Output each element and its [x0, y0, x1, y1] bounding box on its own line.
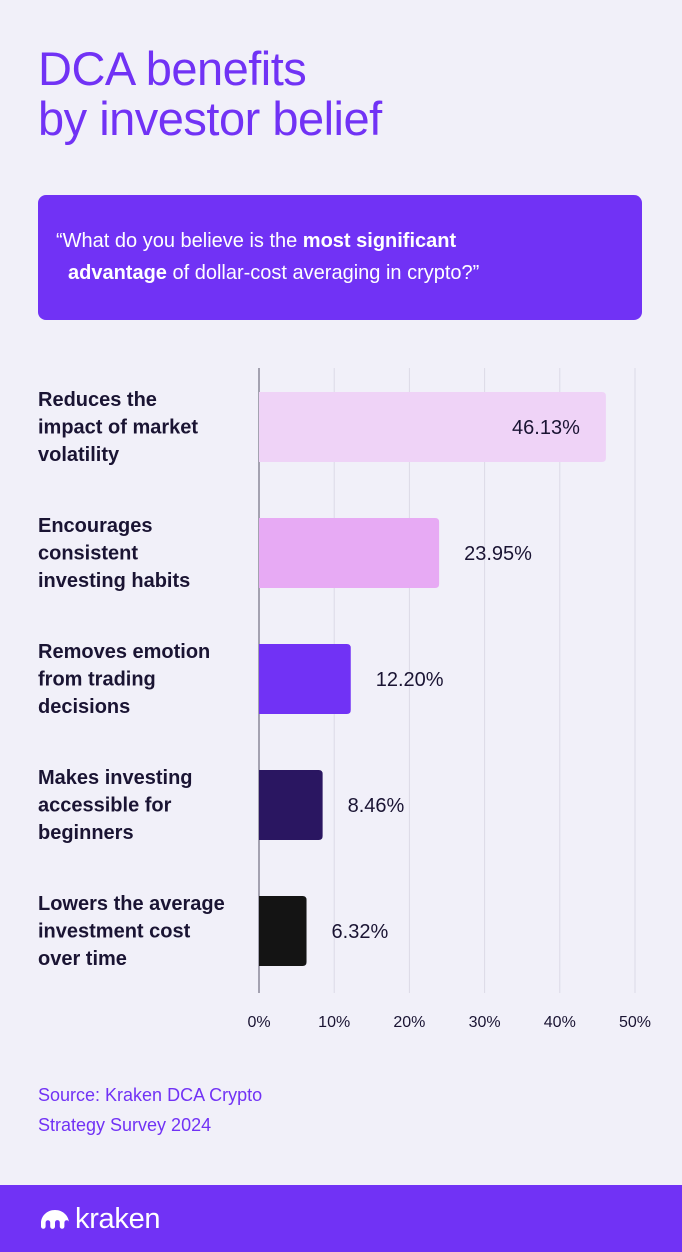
question-rest: of dollar-cost averaging in crypto?” — [166, 262, 480, 284]
category-label: Reduces the impact of market volatility — [38, 389, 198, 466]
kraken-logo-icon — [41, 1210, 69, 1229]
source-line-1: Source: Kraken DCA Crypto — [38, 1085, 263, 1105]
bar — [259, 518, 440, 588]
category-label: Makes investing accessible for beginners — [38, 767, 193, 844]
question-bold-2: advantage — [68, 262, 167, 284]
title-line-1: DCA benefits — [38, 42, 307, 95]
question-box: “What do you believe is the most signifi… — [38, 195, 642, 320]
x-tick-label: 30% — [469, 1014, 501, 1031]
value-label: 46.13% — [512, 417, 580, 439]
bar — [259, 896, 307, 966]
chart-title: DCA benefits by investor belief — [38, 44, 638, 144]
category-label: Lowers the average investment cost over ti… — [38, 893, 225, 970]
question-bold-1: most significant — [302, 230, 457, 252]
x-tick-label: 0% — [247, 1014, 270, 1031]
bar-chart: 0% 10% 20% 30% 40% 50% 46.13% Reduces the impact… — [38, 368, 651, 1031]
bar — [259, 644, 351, 714]
source-note: Source: Kraken DCA Crypto Strategy Surve… — [38, 1080, 338, 1140]
footer-bar: kraken — [0, 1185, 682, 1252]
value-label: 23.95% — [464, 543, 532, 565]
bar — [259, 392, 606, 462]
title-line-2: by investor belief — [38, 92, 382, 145]
x-tick-label: 50% — [619, 1014, 651, 1031]
kraken-logo: kraken — [38, 1203, 161, 1235]
x-tick-label: 20% — [393, 1014, 425, 1031]
source-line-2: Strategy Survey 2024 — [38, 1115, 212, 1135]
category-label: Removes emotion from trading decisions — [38, 641, 210, 718]
question-open: “What do you believe is the — [56, 230, 303, 252]
value-label: 8.46% — [348, 795, 405, 817]
category-label: Encourages consistent investing habits — [38, 515, 190, 592]
x-tick-label: 40% — [544, 1014, 576, 1031]
value-label: 6.32% — [332, 921, 389, 943]
x-tick-label: 10% — [318, 1014, 350, 1031]
kraken-logo-text: kraken — [75, 1203, 161, 1235]
value-label: 12.20% — [376, 669, 444, 691]
bar — [259, 770, 323, 840]
